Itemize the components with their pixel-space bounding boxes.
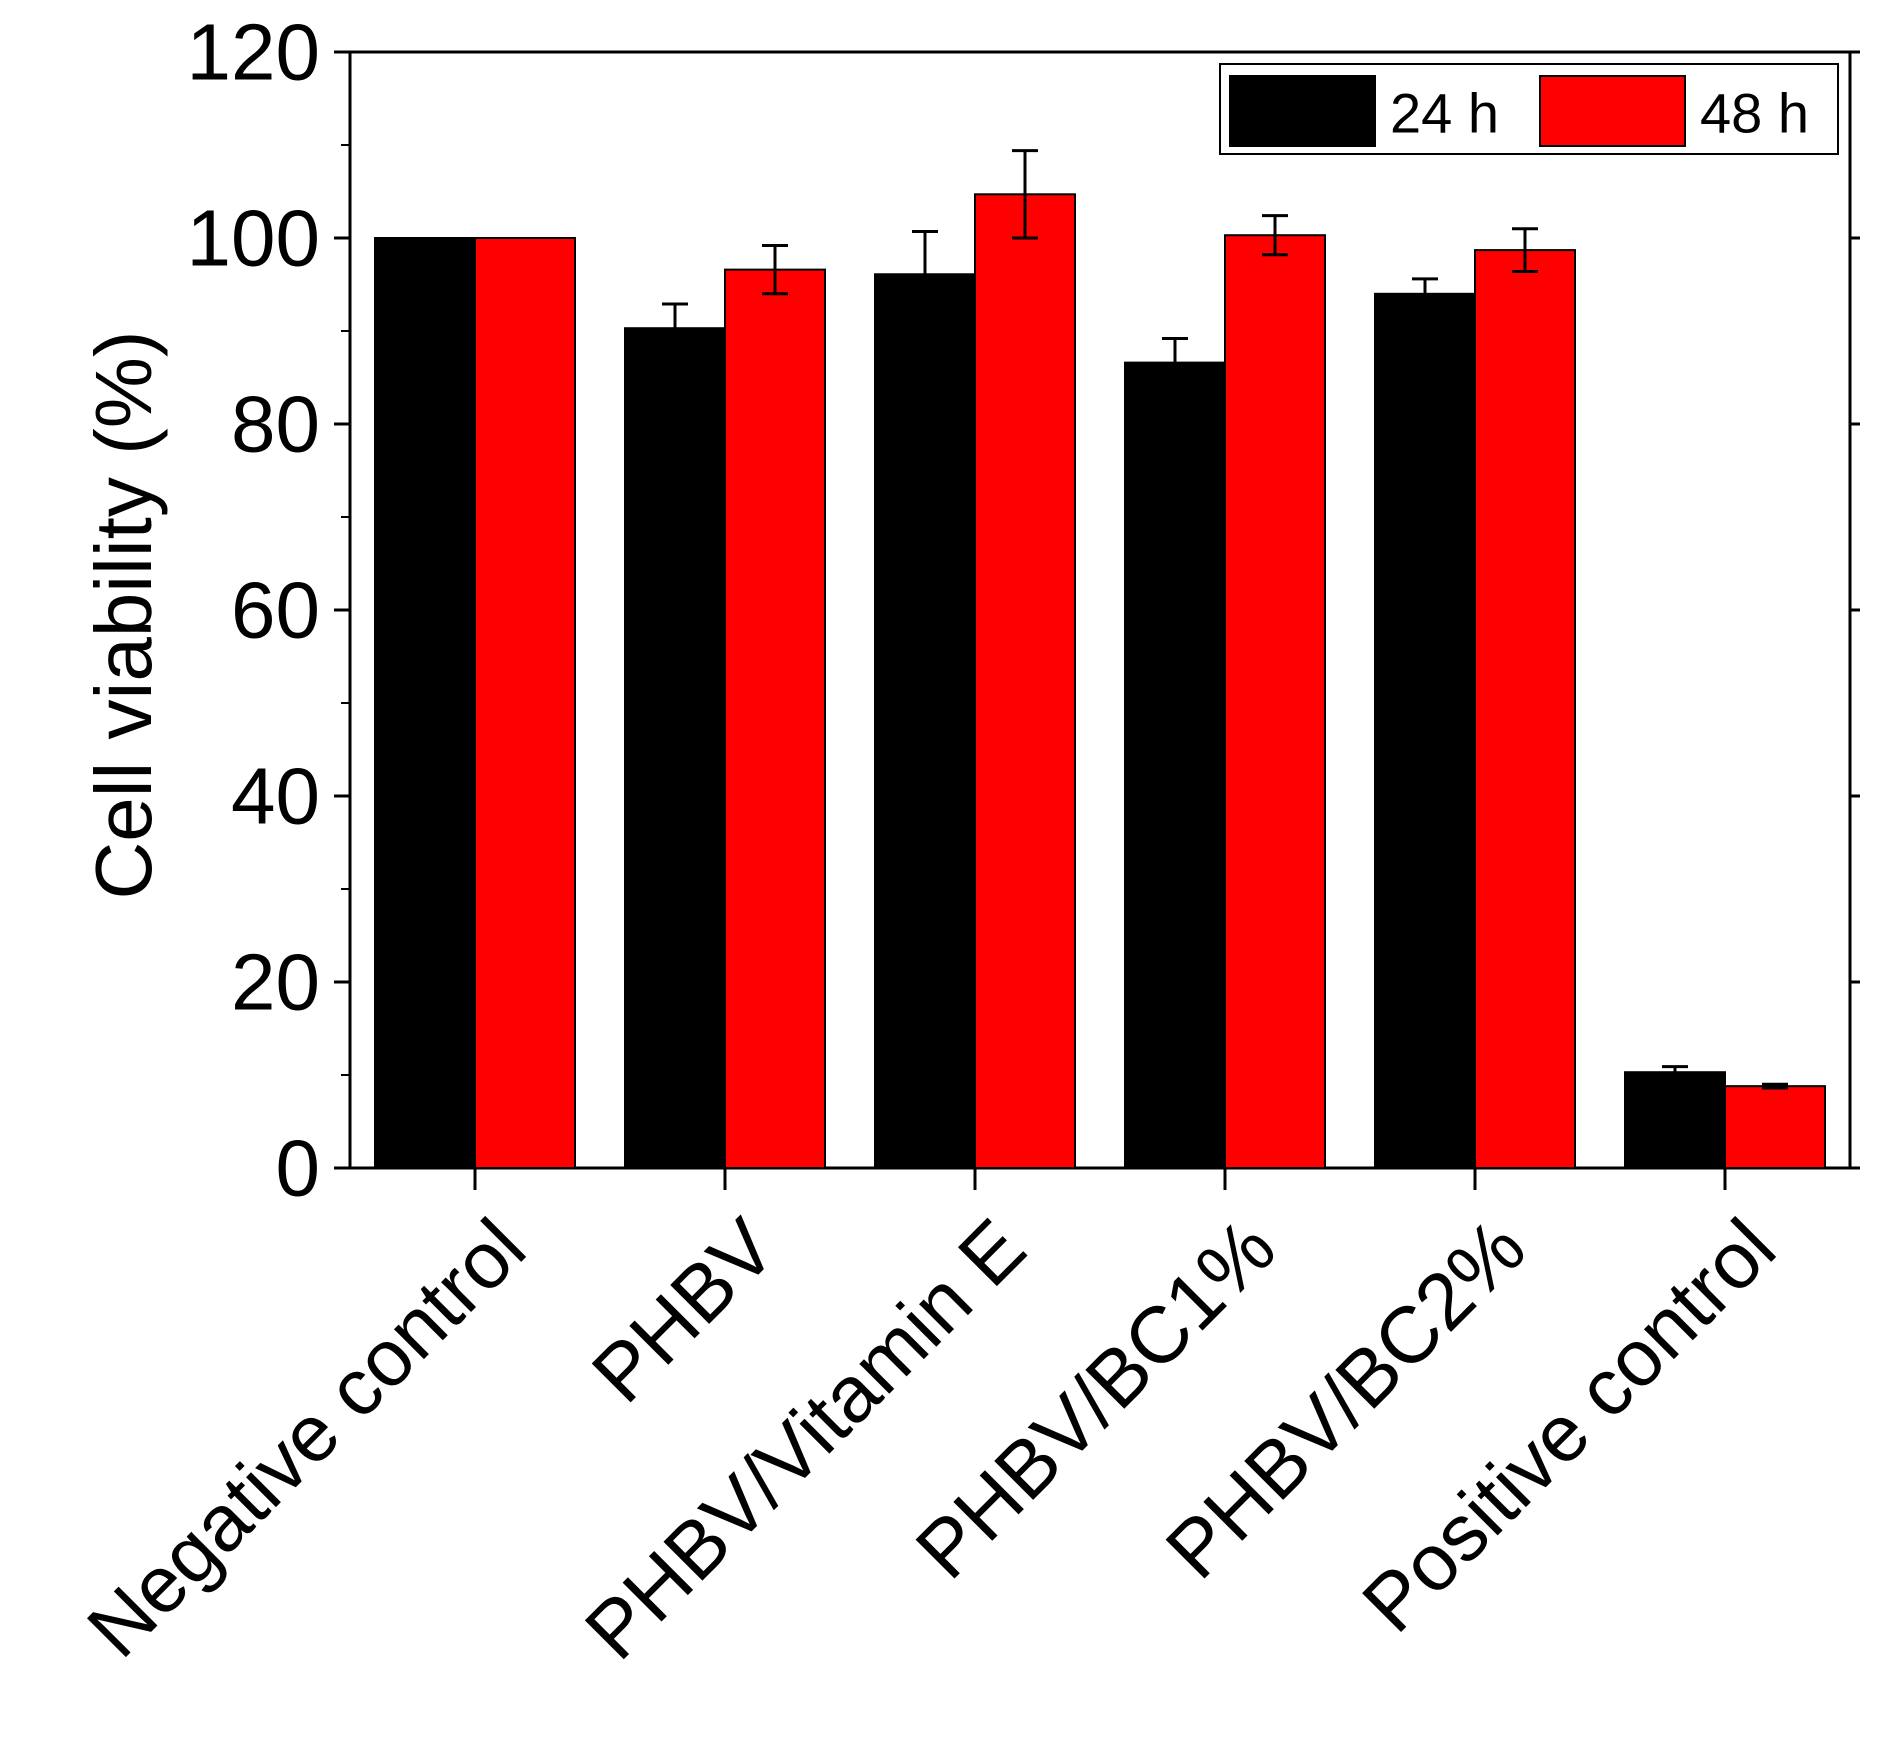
error-bar — [912, 229, 938, 319]
bar-24h-2 — [624, 327, 726, 1169]
x-category-label: PHBV — [575, 1202, 792, 1419]
error-bar — [1262, 214, 1288, 257]
y-tick-label: 80 — [231, 380, 320, 469]
bar-48h-4 — [1224, 234, 1326, 1169]
error-bar — [1162, 336, 1188, 389]
y-tick-label: 60 — [231, 566, 320, 655]
y-axis-title: Cell viability (%) — [79, 331, 168, 900]
plot-area: 0 20 40 60 80 100 120 — [187, 8, 1860, 1213]
bar-24h-6 — [1624, 1071, 1726, 1169]
bar-24h-3 — [874, 273, 976, 1169]
bar-series — [374, 193, 1826, 1170]
error-bar — [1662, 1065, 1688, 1080]
legend: 24 h 48 h — [1219, 63, 1839, 155]
bar-48h-5 — [1474, 249, 1576, 1169]
error-bar — [662, 302, 688, 354]
error-bar — [1012, 149, 1038, 240]
y-tick-label: 120 — [187, 8, 320, 97]
y-tick-label: 0 — [276, 1124, 321, 1213]
x-category-label: PHBV/Vitamin E — [568, 1202, 1042, 1676]
y-tick-label: 20 — [231, 938, 320, 1027]
bar-48h-3 — [974, 193, 1076, 1170]
legend-label-2: 48 h — [1700, 82, 1809, 145]
error-bar — [762, 243, 788, 296]
y-tick-label: 100 — [187, 194, 320, 283]
bar-24h-4 — [1124, 361, 1226, 1169]
y-tick-label: 40 — [231, 752, 320, 841]
bar-24h-5 — [1374, 292, 1476, 1169]
x-axis-ticks — [473, 1168, 1727, 1190]
x-category-label: Negative control — [70, 1202, 542, 1674]
error-bar — [1512, 227, 1538, 273]
error-bar — [1762, 1082, 1788, 1090]
error-bars — [662, 149, 1788, 1090]
bar-48h-2 — [724, 268, 826, 1169]
legend-swatch-1 — [1229, 75, 1376, 147]
error-bar — [1412, 277, 1438, 311]
bar-48h-6 — [1724, 1085, 1826, 1170]
legend-swatch-2 — [1539, 75, 1686, 147]
y-axis-ticks: 0 20 40 60 80 100 120 — [187, 8, 1860, 1213]
bar-48h-1 — [474, 237, 576, 1169]
legend-label-1: 24 h — [1390, 82, 1499, 145]
bar-24h-1 — [374, 237, 476, 1169]
